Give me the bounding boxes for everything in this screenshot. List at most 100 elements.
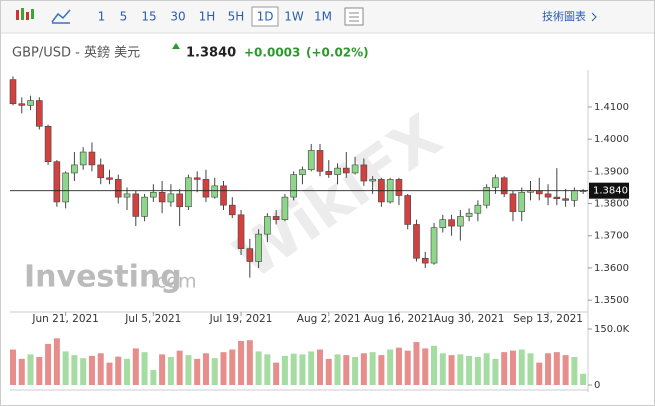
candle-icon[interactable] [16, 8, 34, 20]
volume-bar [167, 357, 174, 385]
volume-bar [273, 362, 280, 385]
volume-bar [404, 350, 411, 385]
interval-button[interactable]: 1M [314, 10, 332, 24]
volume-bar [185, 355, 192, 385]
candle-body [62, 172, 69, 203]
candle-body [299, 169, 306, 175]
candle-body [290, 174, 297, 198]
volume-bar [88, 355, 95, 385]
up-arrow [172, 43, 180, 49]
candle-body [150, 191, 157, 198]
volume-bar [395, 347, 402, 385]
candle-body [114, 179, 122, 198]
volume-bar [343, 355, 350, 385]
volume-bar [115, 356, 122, 385]
volume-bar [387, 349, 394, 385]
volume-bar [492, 358, 499, 385]
interval-button[interactable]: 5H [228, 10, 245, 24]
volume-bar [45, 343, 52, 385]
candle-body [307, 150, 315, 171]
candle-body [571, 190, 578, 201]
interval-button[interactable]: 5 [120, 10, 128, 24]
change-pct: (+0.02%) [306, 46, 369, 60]
volume-bar [159, 354, 166, 385]
candle-body [211, 185, 219, 198]
candle-body [36, 100, 43, 127]
candle-body [369, 179, 376, 182]
y-tick-label: 1.3700 [594, 231, 629, 242]
volume-bar [299, 354, 306, 385]
candle-body [255, 233, 262, 262]
candle-body [448, 219, 455, 227]
volume-bar [18, 358, 25, 385]
x-tick-label: Jul 19, 2021 [209, 313, 273, 325]
interval-button[interactable]: 15 [141, 10, 156, 24]
candle-body [272, 216, 280, 220]
x-tick-label: Sep 13, 2021 [513, 313, 583, 325]
y2-tick-label: 0 [594, 380, 600, 391]
chart-link-arrow [591, 12, 597, 22]
candle-body [88, 151, 96, 166]
volume-bar [413, 342, 420, 385]
line-icon[interactable] [51, 9, 71, 24]
volume-bar [448, 355, 455, 385]
volume-bar [536, 362, 543, 385]
volume-bar [36, 357, 43, 385]
candle-body [220, 185, 227, 206]
volume-bar [10, 349, 16, 385]
volume-bar [97, 353, 104, 385]
y-tick-label: 1.4000 [594, 134, 629, 145]
volume-bar [466, 355, 473, 385]
volume-bar [325, 358, 332, 385]
candle-body [202, 179, 210, 198]
change: +0.0003 [244, 46, 300, 60]
candle-body [176, 193, 183, 208]
interval-button[interactable]: 1D [257, 10, 274, 24]
candle-body [421, 257, 429, 264]
candle-body [518, 191, 526, 212]
candle-body [264, 216, 271, 235]
candle-body [281, 196, 289, 220]
x-tick-label: Jun 21, 2021 [31, 313, 99, 325]
interval-button[interactable]: 1W [284, 10, 304, 24]
candle-body [71, 164, 78, 174]
volume-bar [483, 353, 490, 385]
interval-button[interactable]: 1 [98, 10, 106, 24]
candle-body [44, 125, 52, 162]
volume-bar [176, 350, 183, 385]
volume-bar [211, 358, 218, 385]
candle-body [334, 167, 341, 175]
y-tick-label: 1.3900 [594, 166, 629, 177]
candle-body [509, 193, 517, 212]
volume-bar [264, 354, 271, 385]
candle-body [395, 179, 403, 196]
candle-body [141, 196, 148, 217]
volume-bar [501, 352, 508, 385]
volume-bar [194, 358, 201, 385]
candle-body [483, 187, 490, 206]
volume-bar [474, 357, 481, 385]
candle-body [360, 164, 368, 182]
volume-bar [562, 355, 569, 385]
chart-link[interactable]: 技術圖表 [542, 9, 586, 23]
candle-body [430, 227, 438, 264]
volume-bar [545, 353, 552, 385]
candle-body [123, 193, 131, 198]
candle-body [465, 212, 473, 217]
interval-button[interactable]: 1H [199, 10, 216, 24]
volume-bar [316, 349, 323, 385]
volume-bar [553, 352, 560, 385]
interval-button[interactable]: 30 [170, 10, 185, 24]
volume-bar [308, 351, 315, 385]
candle-body [97, 164, 105, 179]
y2-tick-label: 150.0K [594, 324, 630, 335]
candle-body [27, 100, 34, 106]
volume-bar [422, 348, 429, 385]
volume-bar [360, 353, 367, 385]
candle-body [158, 191, 166, 203]
settings-icon-lines [349, 12, 359, 22]
volume-bar [229, 349, 236, 385]
x-tick-label: Aug 2, 2021 [297, 313, 361, 325]
